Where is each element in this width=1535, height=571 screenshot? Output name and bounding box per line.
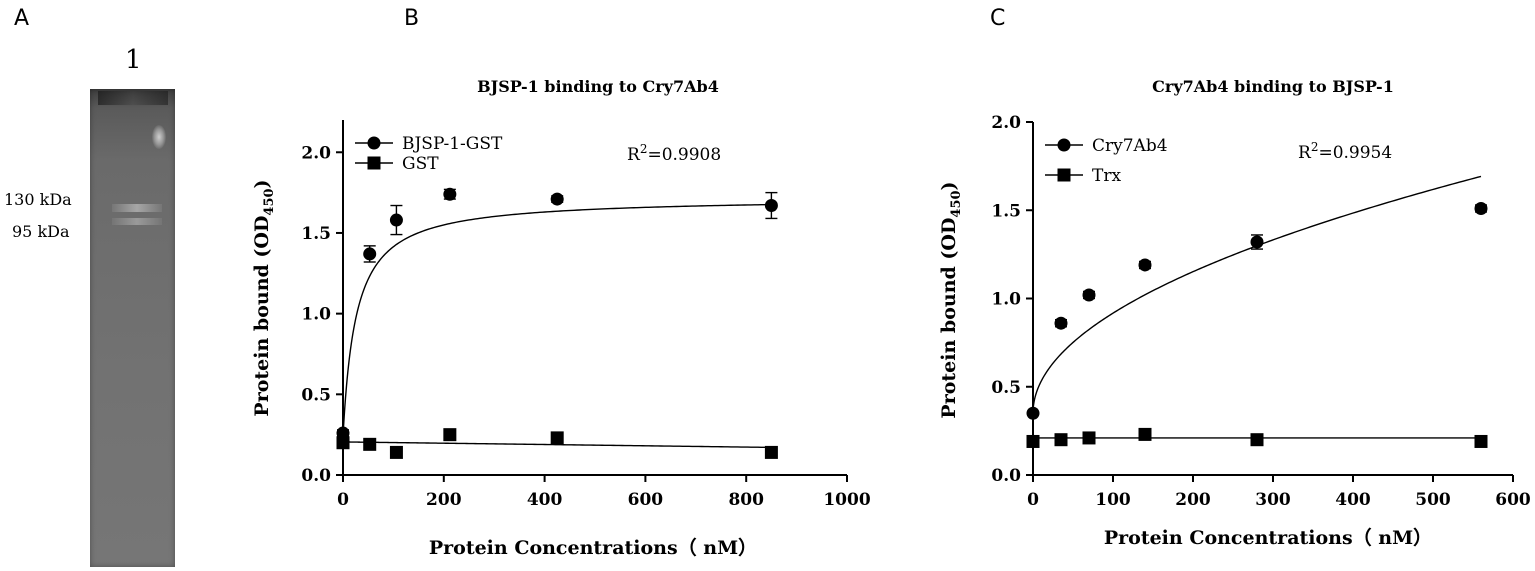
- chart-b-y-tick-label: 0.5: [301, 385, 331, 405]
- panel-label-c: C: [990, 6, 1006, 31]
- chart-c-r-squared: R2=0.9954: [1298, 140, 1392, 163]
- chart-b-point-gst: [443, 428, 457, 442]
- chart-c-y-tick-label: 2.0: [991, 113, 1021, 133]
- chart-b-point-gst: [363, 437, 377, 451]
- chart-b-y-tick-label: 0.0: [301, 466, 331, 486]
- chart-c-r-squared-r: R: [1298, 143, 1312, 163]
- chart-b-point-gst: [389, 445, 403, 459]
- chart-c-point-trx: [1138, 427, 1152, 441]
- chart-c-r-squared-value: =0.9954: [1318, 143, 1392, 163]
- chart-b-point-bjsp-1-gst: [389, 213, 403, 227]
- chart-b-legend-marker: [367, 136, 381, 150]
- chart-c-point-cry7ab4: [1250, 235, 1264, 249]
- chart-b-y-label-sub: 450: [262, 188, 277, 215]
- chart-b-legend-marker: [367, 156, 381, 170]
- chart-c-point-cry7ab4: [1082, 288, 1096, 302]
- chart-c-y-label: Protein bound (OD450): [938, 181, 964, 418]
- chart-b-y-label-main: Protein bound (OD: [251, 216, 273, 417]
- gel-band-95: [112, 218, 162, 225]
- chart-c-y-tick-label: 0.5: [991, 378, 1021, 398]
- chart-c-x-label: Protein Concentrations（ nM）: [1104, 526, 1432, 549]
- chart-c-x-tick-label: 0: [1027, 490, 1039, 510]
- panel-label-a: A: [14, 6, 30, 31]
- chart-c-point-cry7ab4: [1474, 201, 1488, 215]
- chart-b-x-tick-label: 400: [527, 490, 563, 510]
- chart-b-y-label-end: ): [251, 179, 273, 188]
- chart-c-point-trx: [1026, 434, 1040, 448]
- chart-b-legend-label: GST: [402, 154, 439, 174]
- chart-b-x-label: Protein Concentrations（ nM）: [429, 536, 757, 559]
- chart-c-y-label-main: Protein bound (OD: [938, 218, 960, 419]
- panel-label-b: B: [404, 6, 420, 31]
- chart-b-point-gst: [336, 436, 350, 450]
- chart-b-r-squared: R2=0.9908: [627, 142, 721, 165]
- chart-b-x-tick-label: 800: [728, 490, 764, 510]
- chart-b-r-squared-r: R: [627, 145, 641, 165]
- chart-b-x-tick-label: 600: [628, 490, 664, 510]
- chart-b-y-label: Protein bound (OD450): [251, 179, 277, 416]
- chart-c-x-tick-label: 200: [1175, 490, 1211, 510]
- gel-band-130: [112, 204, 162, 212]
- chart-c-title: Cry7Ab4 binding to BJSP-1: [1152, 77, 1394, 96]
- chart-c-point-trx: [1250, 433, 1264, 447]
- chart-c-y-tick-label: 1.5: [991, 201, 1021, 221]
- chart-c-legend-label: Trx: [1092, 166, 1121, 186]
- chart-b-x-tick-label: 1000: [823, 490, 870, 510]
- chart-c-x-tick-label: 400: [1335, 490, 1371, 510]
- chart-c-x-tick-label: 600: [1495, 490, 1531, 510]
- chart-b-point-gst: [550, 431, 564, 445]
- chart-b-title: BJSP-1 binding to Cry7Ab4: [477, 77, 719, 96]
- chart-b-r-squared-value: =0.9908: [647, 145, 721, 165]
- chart-c-legend-marker: [1057, 168, 1071, 182]
- chart-b-legend-label: BJSP-1-GST: [402, 134, 503, 154]
- chart-c-x-tick-label: 500: [1415, 490, 1451, 510]
- gel-lane-label: 1: [125, 45, 142, 75]
- chart-b-y-tick-label: 1.0: [301, 305, 331, 325]
- gel-marker-95: 95 kDa: [12, 222, 70, 241]
- chart-b-r-squared-sup: 2: [640, 142, 648, 156]
- chart-c-point-cry7ab4: [1054, 316, 1068, 330]
- chart-c-point-cry7ab4: [1026, 406, 1040, 420]
- chart-c-fit-curve: [1032, 175, 1482, 414]
- gel-lane-image: [90, 89, 175, 567]
- chart-b-fit-curve: [342, 203, 772, 437]
- chart-b-point-bjsp-1-gst: [443, 187, 457, 201]
- chart-c-r-squared-sup: 2: [1311, 140, 1319, 154]
- chart-c-y-label-sub: 450: [949, 190, 964, 217]
- chart-b-point-gst: [764, 445, 778, 459]
- chart-c-x-tick-label: 100: [1095, 490, 1131, 510]
- chart-c-legend-marker: [1057, 138, 1071, 152]
- chart-c-y-tick-label: 0.0: [991, 466, 1021, 486]
- chart-c-y-tick-label: 1.0: [991, 290, 1021, 310]
- chart-c-point-trx: [1474, 434, 1488, 448]
- chart-c-legend-label: Cry7Ab4: [1092, 136, 1168, 156]
- chart-c-point-cry7ab4: [1138, 258, 1152, 272]
- chart-b-point-bjsp-1-gst: [550, 192, 564, 206]
- chart-b-y-tick-label: 1.5: [301, 224, 331, 244]
- chart-c-point-trx: [1054, 433, 1068, 447]
- gel-marker-130: 130 kDa: [4, 190, 72, 209]
- chart-c-y-label-end: ): [938, 181, 960, 190]
- gel-top-streak: [98, 91, 168, 105]
- chart-b-point-bjsp-1-gst: [363, 247, 377, 261]
- chart-b-y-tick-label: 2.0: [301, 143, 331, 163]
- chart-b-point-bjsp-1-gst: [764, 199, 778, 213]
- chart-c-point-trx: [1082, 431, 1096, 445]
- chart-c-x-tick-label: 300: [1255, 490, 1291, 510]
- chart-b-x-tick-label: 0: [337, 490, 349, 510]
- chart-b-x-tick-label: 200: [426, 490, 462, 510]
- gel-bright-spot: [152, 125, 166, 149]
